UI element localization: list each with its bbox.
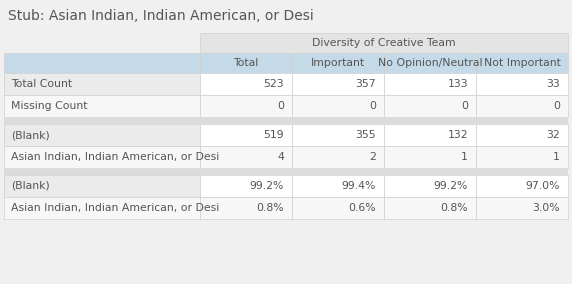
Text: 0: 0 bbox=[553, 101, 560, 111]
Text: 99.2%: 99.2% bbox=[434, 181, 468, 191]
Bar bbox=[384, 197, 476, 219]
Text: 97.0%: 97.0% bbox=[526, 181, 560, 191]
Text: Asian Indian, Indian American, or Desi: Asian Indian, Indian American, or Desi bbox=[11, 152, 219, 162]
Bar bbox=[292, 124, 384, 146]
Bar bbox=[292, 73, 384, 95]
Bar bbox=[200, 175, 292, 197]
Text: Asian Indian, Indian American, or Desi: Asian Indian, Indian American, or Desi bbox=[11, 203, 219, 213]
Text: 33: 33 bbox=[546, 79, 560, 89]
Bar bbox=[200, 146, 292, 168]
Bar bbox=[476, 175, 568, 197]
Bar bbox=[4, 73, 200, 95]
Bar bbox=[4, 53, 200, 73]
Text: 132: 132 bbox=[447, 130, 468, 140]
Text: Diversity of Creative Team: Diversity of Creative Team bbox=[312, 38, 456, 48]
Bar bbox=[4, 168, 568, 175]
Bar bbox=[4, 197, 200, 219]
Text: 1: 1 bbox=[553, 152, 560, 162]
Text: Important: Important bbox=[311, 58, 365, 68]
Bar bbox=[476, 95, 568, 117]
Text: Stub: Asian Indian, Indian American, or Desi: Stub: Asian Indian, Indian American, or … bbox=[8, 9, 314, 23]
Text: Total: Total bbox=[233, 58, 259, 68]
Bar bbox=[4, 124, 200, 146]
Bar bbox=[200, 95, 292, 117]
Bar bbox=[292, 53, 384, 73]
Bar bbox=[476, 73, 568, 95]
Text: 519: 519 bbox=[263, 130, 284, 140]
Text: Missing Count: Missing Count bbox=[11, 101, 88, 111]
Bar bbox=[200, 197, 292, 219]
Bar bbox=[292, 197, 384, 219]
Bar bbox=[4, 117, 568, 124]
Text: 0.8%: 0.8% bbox=[440, 203, 468, 213]
Bar bbox=[200, 124, 292, 146]
Bar bbox=[384, 146, 476, 168]
Bar bbox=[384, 53, 476, 73]
Bar bbox=[4, 95, 200, 117]
Text: Total Count: Total Count bbox=[11, 79, 72, 89]
Bar bbox=[200, 33, 568, 53]
Text: 99.4%: 99.4% bbox=[341, 181, 376, 191]
Text: 0.8%: 0.8% bbox=[256, 203, 284, 213]
Bar bbox=[384, 73, 476, 95]
Bar bbox=[476, 197, 568, 219]
Bar bbox=[384, 124, 476, 146]
Text: 355: 355 bbox=[355, 130, 376, 140]
Bar bbox=[476, 124, 568, 146]
Bar bbox=[384, 95, 476, 117]
Text: (Blank): (Blank) bbox=[11, 181, 50, 191]
Text: No Opinion/Neutral: No Opinion/Neutral bbox=[378, 58, 482, 68]
Bar bbox=[292, 95, 384, 117]
Text: 32: 32 bbox=[546, 130, 560, 140]
Bar bbox=[384, 175, 476, 197]
Text: 4: 4 bbox=[277, 152, 284, 162]
Bar bbox=[476, 53, 568, 73]
Text: 133: 133 bbox=[447, 79, 468, 89]
Bar bbox=[292, 175, 384, 197]
Bar bbox=[4, 146, 200, 168]
Text: 0: 0 bbox=[277, 101, 284, 111]
Text: 1: 1 bbox=[461, 152, 468, 162]
Text: 0: 0 bbox=[461, 101, 468, 111]
Bar bbox=[200, 53, 292, 73]
Text: Not Important: Not Important bbox=[483, 58, 561, 68]
Text: 523: 523 bbox=[263, 79, 284, 89]
Bar bbox=[292, 146, 384, 168]
Text: 3.0%: 3.0% bbox=[533, 203, 560, 213]
Bar bbox=[476, 146, 568, 168]
Text: (Blank): (Blank) bbox=[11, 130, 50, 140]
Text: 2: 2 bbox=[369, 152, 376, 162]
Text: 0.6%: 0.6% bbox=[348, 203, 376, 213]
Text: 99.2%: 99.2% bbox=[249, 181, 284, 191]
Bar bbox=[200, 73, 292, 95]
Text: 357: 357 bbox=[355, 79, 376, 89]
Text: 0: 0 bbox=[369, 101, 376, 111]
Bar bbox=[4, 175, 200, 197]
